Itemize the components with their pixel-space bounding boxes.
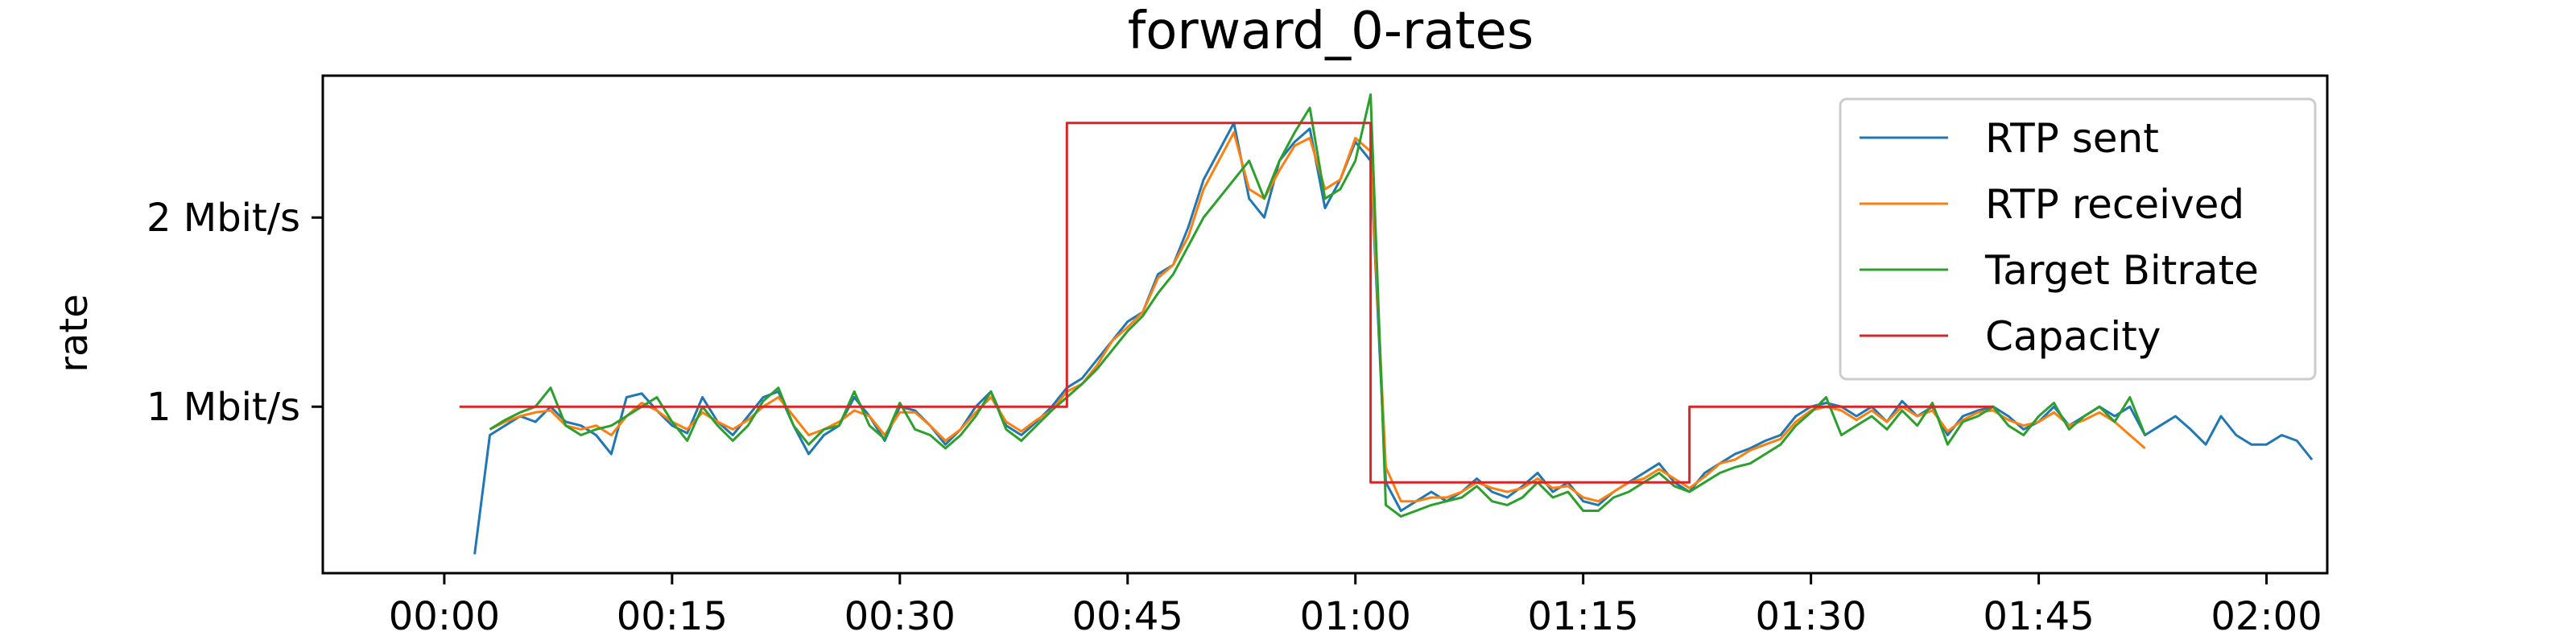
- legend-box: [1839, 97, 2317, 381]
- x-tick-label: 01:30: [1755, 594, 1866, 639]
- legend: RTP sent RTP received Target Bitrate Capaci…: [1839, 97, 2317, 381]
- x-tick-label: 00:15: [617, 594, 728, 639]
- x-tick-label: 01:15: [1528, 594, 1639, 639]
- x-ticks: 00:00 00:15 00:30 00:45 01:00 01:15 01:30 01:45…: [389, 573, 2322, 639]
- series-group: [459, 93, 2314, 555]
- legend-label: Capacity: [1985, 313, 2161, 360]
- y-tick-label: 1 Mbit/s: [147, 385, 300, 430]
- x-tick-label: 02:00: [2211, 594, 2322, 639]
- x-tick-label: 00:30: [844, 594, 956, 639]
- x-tick-label: 01:00: [1300, 594, 1411, 639]
- y-ticks: 1 Mbit/s 2 Mbit/s: [147, 196, 323, 430]
- legend-label: RTP sent: [1985, 115, 2159, 162]
- plot-frame: [321, 74, 2329, 575]
- x-tick-label: 01:45: [1983, 594, 2094, 639]
- y-axis-label: rate: [52, 294, 97, 373]
- chart-title: forward_0-rates: [1128, 2, 1534, 61]
- y-tick-label: 2 Mbit/s: [147, 196, 300, 241]
- series-line-rtp-received: [489, 131, 2146, 503]
- series-line-target-bitrate: [489, 93, 2146, 518]
- legend-label: RTP received: [1985, 181, 2244, 228]
- x-tick-label: 00:45: [1072, 594, 1183, 639]
- x-tick-label: 00:00: [389, 594, 500, 639]
- series-line-capacity: [459, 122, 1993, 484]
- legend-label: Target Bitrate: [1984, 247, 2259, 294]
